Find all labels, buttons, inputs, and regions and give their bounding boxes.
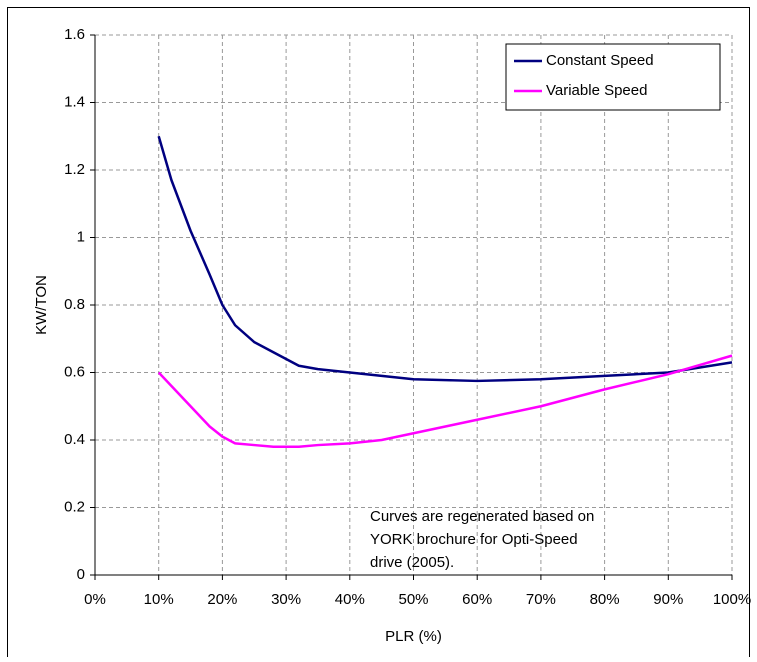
- x-tick-label: 70%: [526, 591, 556, 608]
- y-tick-label: 0.4: [64, 431, 85, 448]
- y-tick-label: 0: [77, 566, 85, 583]
- legend-label: Variable Speed: [546, 82, 647, 99]
- x-tick-label: 20%: [207, 591, 237, 608]
- y-tick-label: 0.6: [64, 363, 85, 380]
- x-tick-label: 40%: [335, 591, 365, 608]
- x-tick-label: 80%: [590, 591, 620, 608]
- y-tick-label: 0.8: [64, 296, 85, 313]
- y-tick-label: 0.2: [64, 498, 85, 515]
- y-tick-label: 1: [77, 228, 85, 245]
- annotation: drive (2005).: [370, 554, 454, 571]
- x-tick-label: 100%: [713, 591, 751, 608]
- y-axis-title: KW/TON: [33, 275, 50, 335]
- x-tick-label: 50%: [398, 591, 428, 608]
- annotation: Curves are regenerated based on: [370, 508, 594, 525]
- x-tick-label: 90%: [653, 591, 683, 608]
- series-line: [157, 354, 733, 448]
- x-tick-label: 30%: [271, 591, 301, 608]
- series-line: [157, 135, 733, 383]
- y-tick-label: 1.6: [64, 26, 85, 43]
- x-axis-title: PLR (%): [385, 628, 442, 645]
- y-tick-label: 1.2: [64, 161, 85, 178]
- legend-label: Constant Speed: [546, 52, 654, 69]
- x-tick-label: 10%: [144, 591, 174, 608]
- y-tick-label: 1.4: [64, 93, 85, 110]
- x-tick-label: 60%: [462, 591, 492, 608]
- annotation: YORK brochure for Opti-Speed: [370, 531, 578, 548]
- x-tick-label: 0%: [84, 591, 106, 608]
- legend-box: [505, 43, 721, 111]
- chart-frame: [7, 7, 750, 662]
